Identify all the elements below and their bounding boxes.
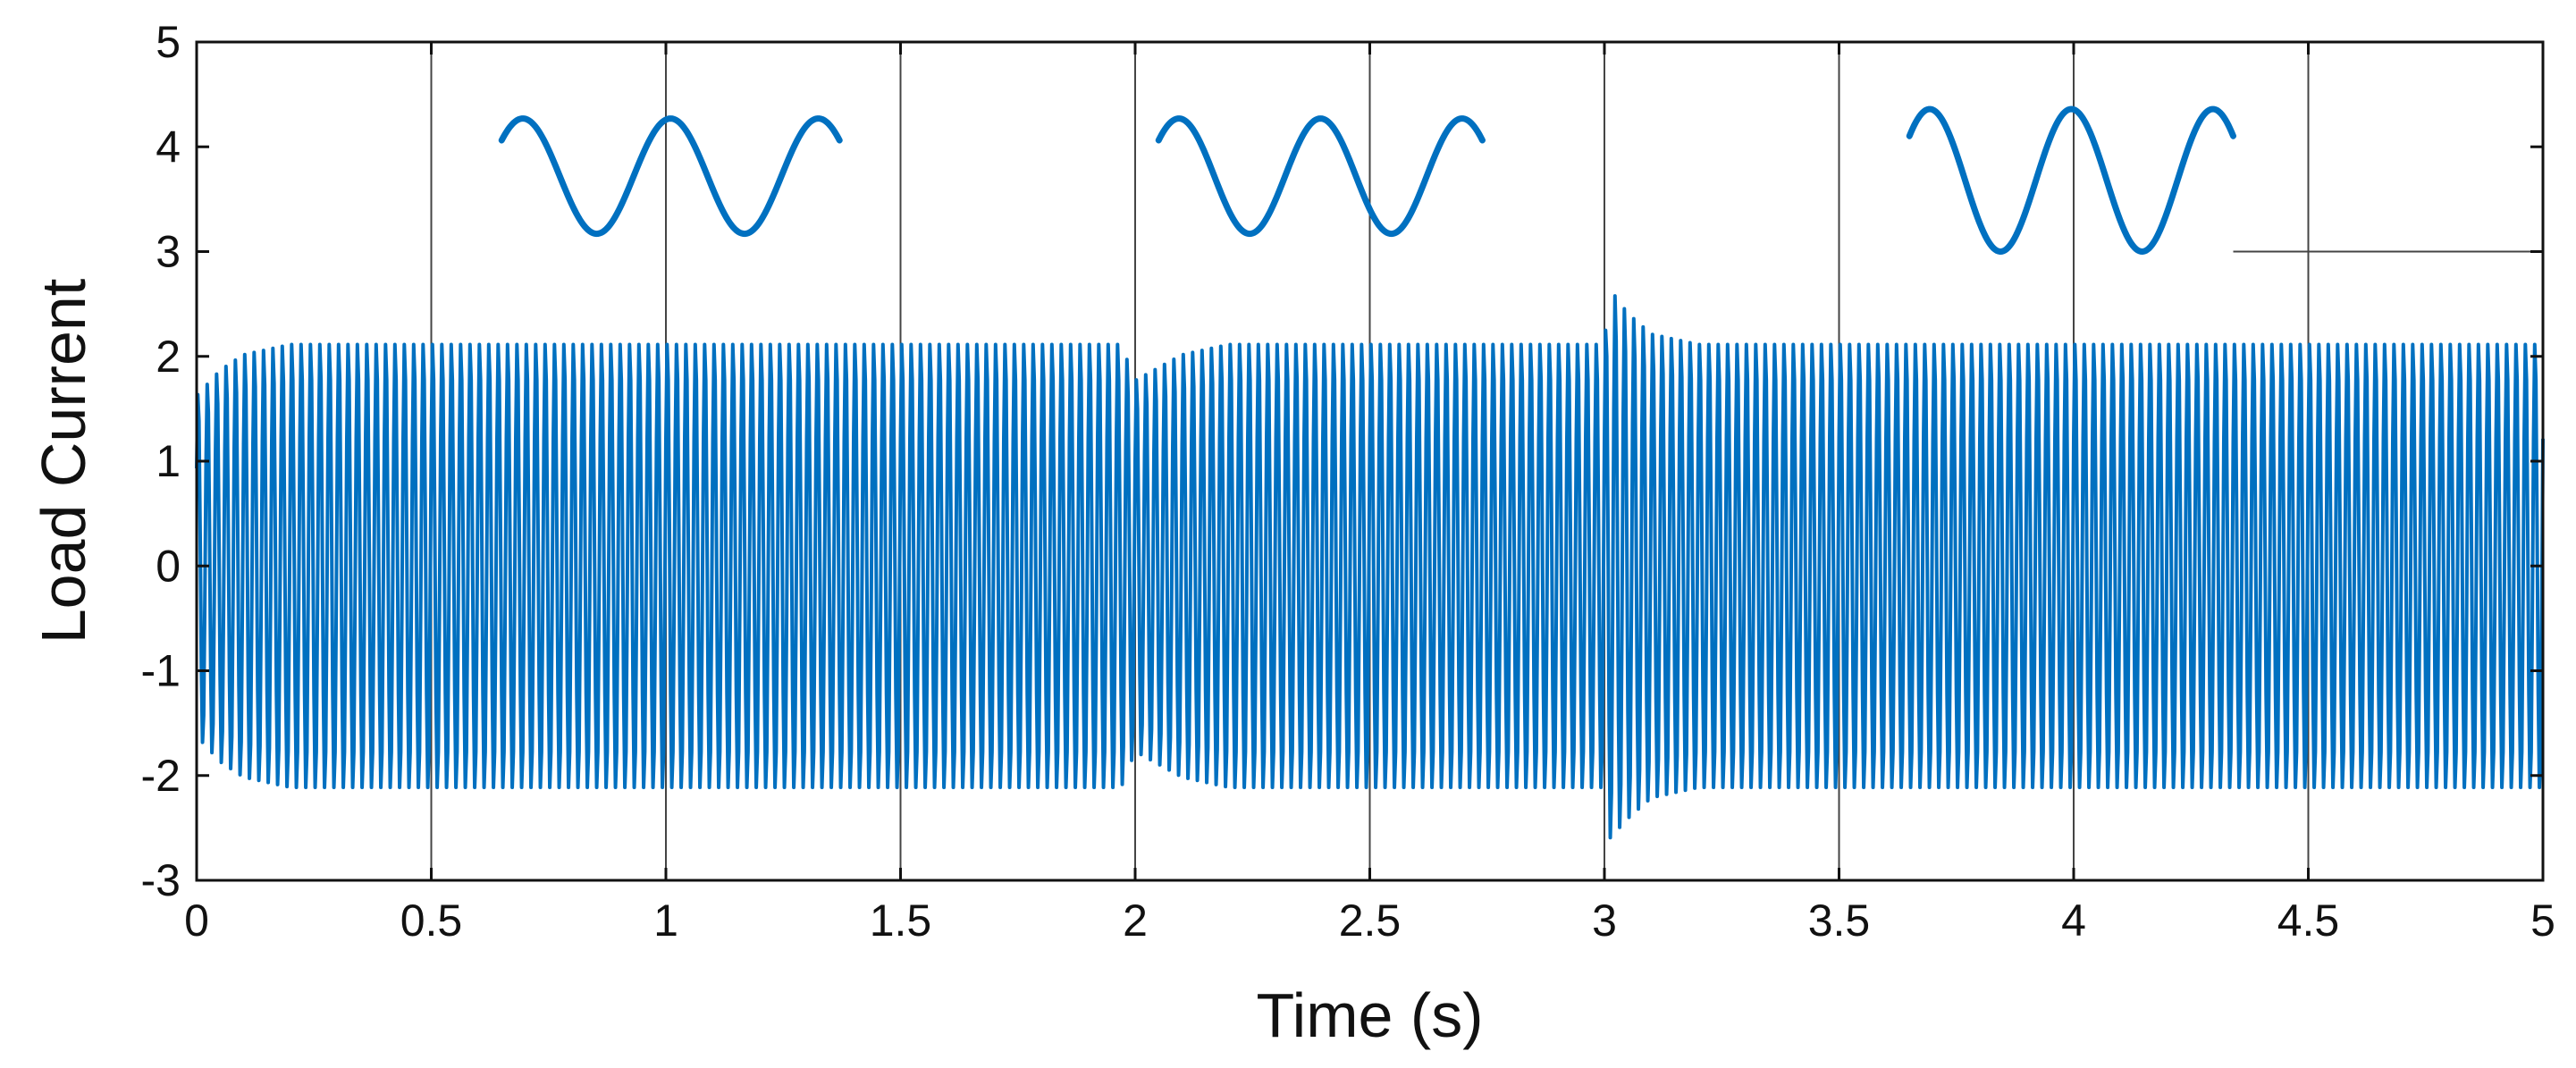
y-tick-label: -1 — [141, 646, 181, 696]
y-tick-label: 3 — [156, 227, 181, 277]
x-tick-label: 3 — [1592, 896, 1617, 946]
inset-waveform — [1906, 105, 2236, 256]
signal-waveform — [195, 294, 2545, 840]
y-tick-label: 0 — [156, 541, 181, 591]
x-tick-label: 0 — [184, 896, 209, 946]
y-tick-label: -3 — [141, 855, 181, 905]
y-axis-label: Load Current — [29, 279, 98, 644]
x-tick-label: 4 — [2061, 896, 2086, 946]
y-tick-label: 2 — [156, 332, 181, 382]
x-tick-label: 1 — [653, 896, 678, 946]
axis-ticks: 0 0.5 1 1.5 2 2.5 3 3.5 4 4.5 5 -3 -2 -1 0 1 2 3 4 5 — [141, 17, 2555, 946]
x-tick-label: 2.5 — [1339, 896, 1402, 946]
y-tick-label: -2 — [141, 751, 181, 801]
inset-waveform — [1155, 115, 1486, 238]
x-tick-label: 5 — [2530, 896, 2555, 946]
x-tick-label: 2 — [1123, 896, 1148, 946]
x-tick-label: 3.5 — [1808, 896, 1871, 946]
x-axis-label: Time (s) — [1256, 980, 1483, 1050]
y-tick-label: 1 — [156, 436, 181, 486]
x-tick-label: 0.5 — [400, 896, 463, 946]
signal-line — [195, 294, 2545, 840]
x-tick-label: 4.5 — [2277, 896, 2340, 946]
inset-waveform — [498, 115, 843, 238]
y-tick-label: 5 — [156, 17, 181, 67]
y-tick-label: 4 — [156, 122, 181, 172]
x-tick-label: 1.5 — [870, 896, 932, 946]
waveform-insets — [498, 105, 2543, 256]
